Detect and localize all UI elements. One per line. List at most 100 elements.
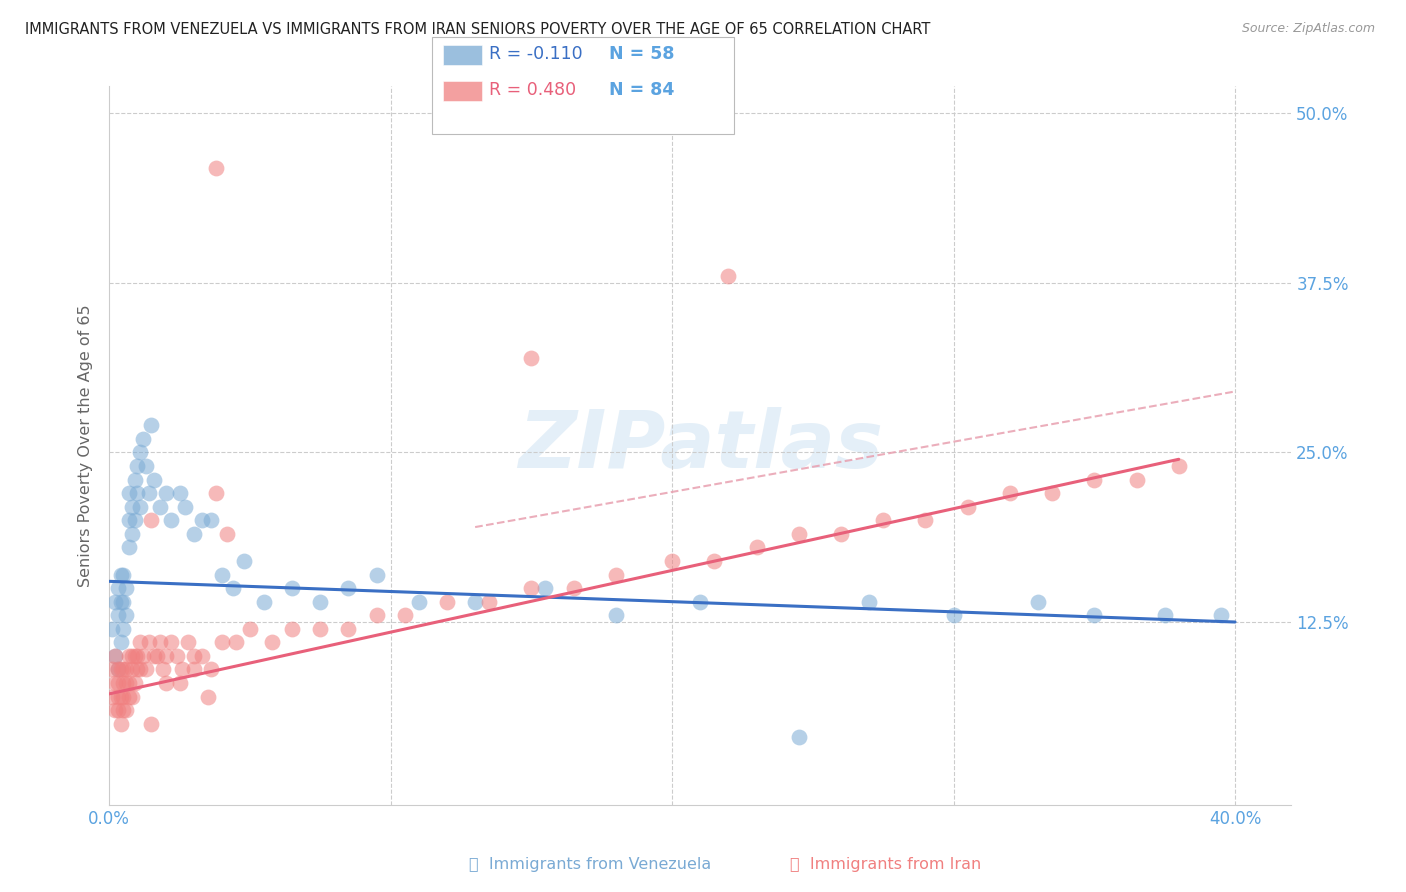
Point — [160, 513, 183, 527]
Point — [135, 663, 157, 677]
Point — [107, 608, 129, 623]
Point — [197, 690, 219, 704]
Point — [253, 595, 276, 609]
Point — [107, 690, 129, 704]
Point — [132, 648, 155, 663]
Point — [110, 567, 132, 582]
Point — [177, 635, 200, 649]
Point — [149, 500, 172, 514]
Point — [366, 567, 388, 582]
Point — [160, 635, 183, 649]
Point — [1083, 608, 1105, 623]
Text: R = 0.480: R = 0.480 — [489, 81, 576, 99]
Point — [138, 486, 160, 500]
Point — [1026, 595, 1049, 609]
Point — [115, 663, 138, 677]
Point — [830, 527, 852, 541]
Text: R = -0.110: R = -0.110 — [489, 45, 583, 63]
Point — [112, 690, 135, 704]
Text: ⬛  Immigrants from Venezuela: ⬛ Immigrants from Venezuela — [470, 857, 711, 872]
Point — [942, 608, 965, 623]
Point — [135, 458, 157, 473]
Point — [787, 731, 810, 745]
Point — [200, 663, 222, 677]
Point — [124, 513, 146, 527]
Point — [152, 663, 174, 677]
Text: ⬛  Immigrants from Iran: ⬛ Immigrants from Iran — [790, 857, 981, 872]
Point — [104, 595, 127, 609]
Point — [534, 581, 557, 595]
Point — [562, 581, 585, 595]
Point — [115, 676, 138, 690]
Point — [101, 622, 124, 636]
Point — [118, 648, 141, 663]
Point — [183, 527, 205, 541]
Point — [110, 595, 132, 609]
Point — [408, 595, 430, 609]
Point — [1125, 473, 1147, 487]
Point — [104, 703, 127, 717]
Point — [104, 648, 127, 663]
Point — [124, 648, 146, 663]
Point — [124, 676, 146, 690]
Point — [262, 635, 284, 649]
Point — [520, 581, 543, 595]
Point — [183, 648, 205, 663]
Point — [191, 513, 214, 527]
Point — [211, 635, 233, 649]
Point — [110, 635, 132, 649]
Point — [464, 595, 486, 609]
Point — [143, 648, 166, 663]
Point — [121, 527, 143, 541]
Point — [121, 690, 143, 704]
Point — [112, 567, 135, 582]
Point — [211, 567, 233, 582]
Point — [169, 676, 191, 690]
Point — [155, 676, 177, 690]
Point — [239, 622, 262, 636]
Text: IMMIGRANTS FROM VENEZUELA VS IMMIGRANTS FROM IRAN SENIORS POVERTY OVER THE AGE O: IMMIGRANTS FROM VENEZUELA VS IMMIGRANTS … — [25, 22, 931, 37]
Point — [166, 648, 188, 663]
Point — [121, 500, 143, 514]
Point — [309, 595, 332, 609]
Point — [605, 608, 627, 623]
Point — [115, 608, 138, 623]
Point — [124, 473, 146, 487]
Point — [118, 513, 141, 527]
Point — [141, 513, 163, 527]
Point — [107, 703, 129, 717]
Point — [112, 663, 135, 677]
Point — [1153, 608, 1175, 623]
Point — [217, 527, 239, 541]
Point — [998, 486, 1021, 500]
Point — [478, 595, 501, 609]
Point — [112, 703, 135, 717]
Point — [689, 595, 711, 609]
Point — [155, 486, 177, 500]
Point — [205, 486, 228, 500]
Point — [138, 635, 160, 649]
Text: N = 58: N = 58 — [609, 45, 675, 63]
Point — [337, 622, 360, 636]
Point — [110, 716, 132, 731]
Point — [112, 676, 135, 690]
Point — [155, 648, 177, 663]
Point — [1040, 486, 1063, 500]
Point — [914, 513, 936, 527]
Point — [183, 663, 205, 677]
Point — [717, 269, 740, 284]
Point — [129, 500, 152, 514]
Point — [112, 622, 135, 636]
Point — [872, 513, 894, 527]
Point — [129, 663, 152, 677]
Point — [121, 648, 143, 663]
Point — [205, 161, 228, 175]
Point — [101, 690, 124, 704]
Point — [118, 486, 141, 500]
Point — [132, 432, 155, 446]
Point — [115, 581, 138, 595]
Point — [141, 418, 163, 433]
Text: ZIPatlas: ZIPatlas — [517, 407, 883, 484]
Point — [107, 676, 129, 690]
Point — [146, 648, 169, 663]
